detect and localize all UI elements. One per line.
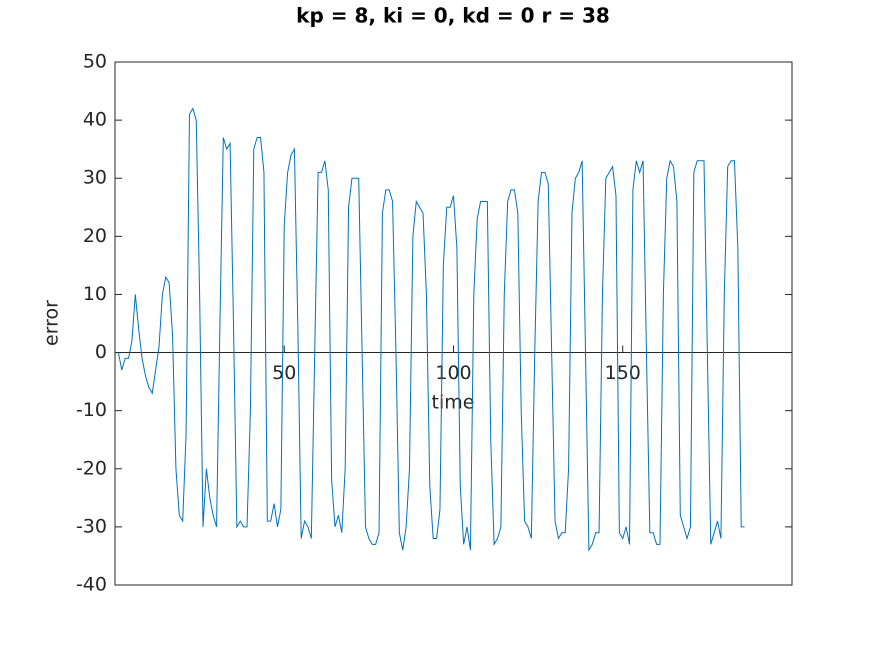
- y-tick-label: 10: [83, 283, 107, 305]
- y-axis-label: error: [41, 300, 63, 346]
- y-tick-label: -40: [76, 574, 107, 596]
- line: [117, 107, 745, 552]
- axes-box: [114, 61, 793, 586]
- y-tick-label: -20: [76, 457, 107, 479]
- x-tick-label: 100: [435, 362, 471, 384]
- y-tick-label: 40: [83, 109, 107, 131]
- chart-title: kp = 8, ki = 0, kd = 0 r = 38: [296, 4, 610, 28]
- y-tick-label: 0: [95, 341, 107, 363]
- y-tick-label: 50: [83, 51, 107, 73]
- y-tick-label: 30: [83, 167, 107, 189]
- y-tick-label: -30: [76, 515, 107, 537]
- y-tick-label: 20: [83, 225, 107, 247]
- y-tick-label: -10: [76, 399, 107, 421]
- x-tick-label: 50: [272, 362, 296, 384]
- x-axis-label: time: [432, 392, 475, 414]
- x-tick-label: 150: [605, 362, 641, 384]
